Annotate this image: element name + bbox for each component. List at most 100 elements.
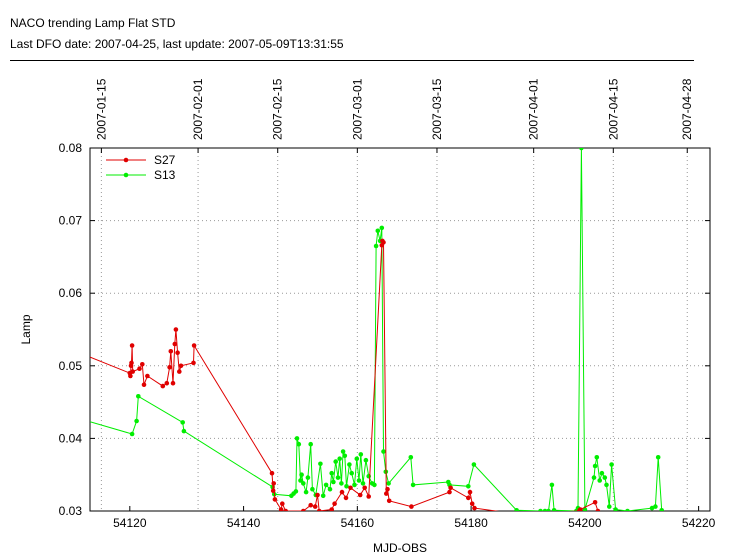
data-point xyxy=(298,478,303,483)
data-point xyxy=(129,360,134,366)
data-point xyxy=(384,491,389,496)
data-point xyxy=(129,343,135,348)
date-tick-label: 2007-04-15 xyxy=(606,78,620,140)
data-point xyxy=(349,470,355,476)
legend-marker xyxy=(123,172,129,178)
data-point xyxy=(323,482,329,488)
data-point xyxy=(271,481,277,486)
data-point xyxy=(283,508,288,511)
data-point xyxy=(363,457,369,463)
data-point xyxy=(362,485,368,491)
data-point xyxy=(145,373,150,379)
grid-lines xyxy=(90,148,710,511)
series-s27 xyxy=(90,238,601,511)
data-point xyxy=(375,228,381,234)
data-point xyxy=(308,502,314,508)
date-tick-label: 2007-04-28 xyxy=(680,78,694,140)
data-point xyxy=(270,488,276,494)
data-point xyxy=(134,418,139,424)
data-point xyxy=(294,436,300,441)
data-point xyxy=(655,455,661,460)
data-point xyxy=(337,456,343,462)
data-point xyxy=(471,462,477,467)
y-tick-label: 0.08 xyxy=(59,141,83,155)
data-point xyxy=(579,148,584,151)
x-tick-label: 54220 xyxy=(682,516,716,530)
data-point xyxy=(332,501,337,507)
data-point xyxy=(140,362,145,367)
date-tick-label: 2007-03-01 xyxy=(350,78,364,140)
data-point xyxy=(466,495,471,501)
data-point xyxy=(315,492,320,498)
data-point xyxy=(160,383,166,389)
page-subtitle: Last DFO date: 2007-04-25, last update: … xyxy=(10,37,344,51)
data-point xyxy=(269,470,275,476)
data-point xyxy=(472,505,477,511)
data-point xyxy=(379,225,385,231)
data-point xyxy=(386,498,392,504)
data-point xyxy=(312,504,318,509)
date-tick-label: 2007-02-15 xyxy=(271,78,285,140)
data-point xyxy=(303,489,309,495)
data-point xyxy=(141,382,147,388)
data-point xyxy=(659,508,664,511)
data-point xyxy=(339,481,344,486)
data-point xyxy=(595,508,601,511)
data-point xyxy=(331,479,336,485)
data-point xyxy=(177,369,182,374)
data-point xyxy=(170,380,176,386)
data-point xyxy=(372,482,377,488)
data-point xyxy=(409,504,414,509)
data-point xyxy=(551,508,557,511)
data-point xyxy=(167,365,172,370)
data-point xyxy=(348,485,353,491)
y-tick-label: 0.07 xyxy=(59,214,83,228)
data-point xyxy=(356,478,362,483)
date-tick-label: 2007-04-01 xyxy=(527,78,541,140)
data-point xyxy=(305,475,311,480)
data-point xyxy=(538,508,543,511)
data-point xyxy=(410,482,416,488)
data-point xyxy=(542,508,548,511)
data-point xyxy=(546,508,551,511)
date-tick-label: 2007-02-01 xyxy=(191,78,205,140)
data-point xyxy=(549,482,555,488)
series-line xyxy=(90,239,599,511)
data-point xyxy=(599,470,605,476)
data-point xyxy=(130,369,135,374)
data-point xyxy=(316,508,322,511)
data-point xyxy=(278,507,284,511)
data-point xyxy=(604,482,609,488)
data-point xyxy=(333,459,339,464)
data-point xyxy=(448,485,453,491)
x-axis-label: MJD-OBS xyxy=(373,541,427,554)
data-point xyxy=(357,492,363,498)
data-point xyxy=(613,507,618,511)
data-point xyxy=(329,470,335,476)
data-point xyxy=(358,452,364,457)
data-point xyxy=(308,441,314,447)
date-tick-label: 2007-03-15 xyxy=(430,78,444,140)
data-point xyxy=(343,495,349,501)
data-point xyxy=(592,463,598,469)
data-point xyxy=(381,240,386,245)
data-point xyxy=(591,475,597,480)
data-point xyxy=(597,478,602,483)
data-point xyxy=(339,489,345,495)
legend-marker xyxy=(123,157,129,163)
data-point xyxy=(607,504,612,509)
data-point xyxy=(296,441,302,447)
data-point xyxy=(173,327,179,332)
y-tick-label: 0.03 xyxy=(59,504,83,518)
data-point xyxy=(344,484,349,489)
data-point xyxy=(366,494,372,499)
data-point xyxy=(342,453,348,459)
data-point xyxy=(329,507,334,511)
data-point xyxy=(625,508,630,511)
data-point xyxy=(609,462,614,467)
data-point xyxy=(320,493,326,499)
data-point xyxy=(352,482,357,488)
plot-area xyxy=(89,147,711,512)
data-point xyxy=(592,500,598,505)
